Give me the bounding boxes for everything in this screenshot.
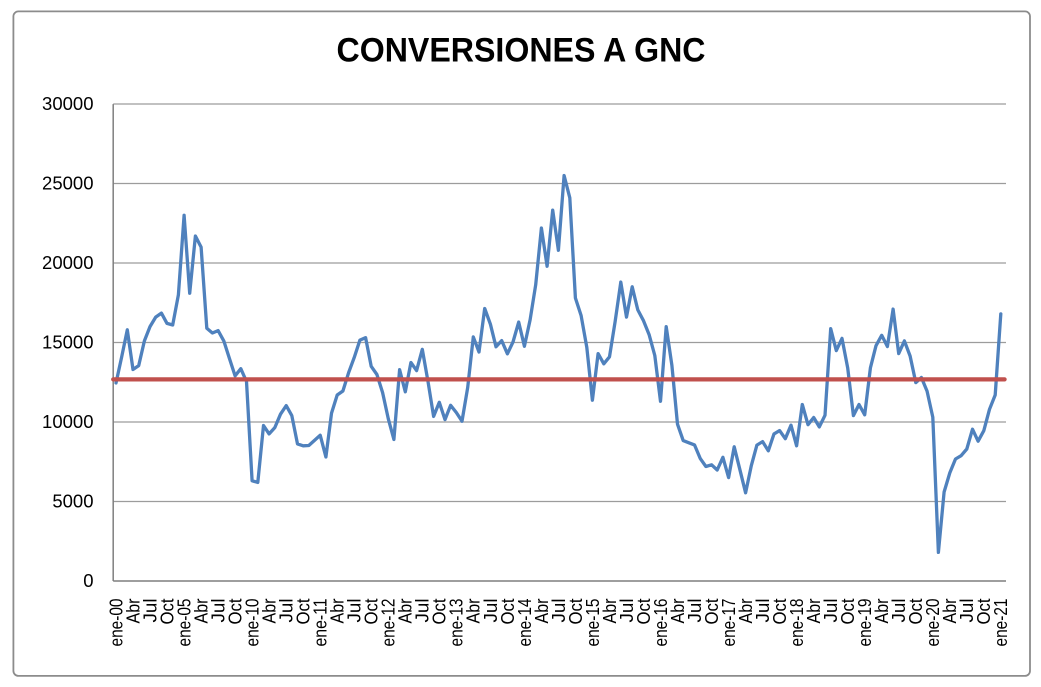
svg-text:20000: 20000 (42, 252, 93, 273)
svg-text:10000: 10000 (42, 411, 93, 432)
svg-text:ene-11: ene-11 (310, 599, 331, 647)
svg-text:CONVERSIONES A GNC: CONVERSIONES A GNC (337, 31, 706, 69)
svg-text:Jul: Jul (820, 599, 841, 623)
svg-text:ene-15: ene-15 (582, 599, 603, 647)
svg-text:Abr: Abr (395, 599, 416, 624)
svg-text:ene-20: ene-20 (922, 599, 943, 647)
svg-text:Jul: Jul (684, 599, 705, 623)
svg-text:Abr: Abr (327, 599, 348, 624)
svg-text:ene-10: ene-10 (242, 599, 263, 647)
svg-text:15000: 15000 (42, 332, 93, 353)
svg-text:Oct: Oct (565, 599, 586, 625)
svg-text:Jul: Jul (344, 599, 365, 623)
svg-text:Oct: Oct (701, 599, 722, 625)
svg-text:Jul: Jul (956, 599, 977, 623)
svg-text:Jul: Jul (752, 599, 773, 623)
svg-text:Abr: Abr (735, 599, 756, 624)
svg-text:Abr: Abr (599, 599, 620, 624)
svg-text:Abr: Abr (871, 599, 892, 624)
svg-text:Abr: Abr (122, 599, 143, 624)
svg-text:Jul: Jul (208, 599, 229, 623)
svg-text:Jul: Jul (276, 599, 297, 623)
svg-text:Oct: Oct (225, 599, 246, 625)
svg-text:Jul: Jul (480, 599, 501, 623)
svg-text:Abr: Abr (803, 599, 824, 624)
svg-text:Jul: Jul (888, 599, 909, 623)
svg-text:ene-14: ene-14 (514, 599, 535, 647)
svg-text:Abr: Abr (259, 599, 280, 624)
svg-text:Oct: Oct (973, 599, 994, 625)
svg-text:Jul: Jul (412, 599, 433, 623)
svg-text:0: 0 (83, 570, 93, 591)
svg-text:Oct: Oct (497, 599, 518, 625)
svg-text:25000: 25000 (42, 173, 93, 194)
svg-text:5000: 5000 (52, 491, 93, 512)
svg-text:Abr: Abr (667, 599, 688, 624)
svg-text:Oct: Oct (156, 599, 177, 625)
svg-text:Oct: Oct (905, 599, 926, 625)
svg-text:Jul: Jul (548, 599, 569, 623)
svg-text:Oct: Oct (837, 599, 858, 625)
svg-text:ene-18: ene-18 (786, 599, 807, 647)
svg-text:ene-16: ene-16 (650, 599, 671, 647)
svg-text:ene-17: ene-17 (718, 599, 739, 647)
svg-text:Abr: Abr (463, 599, 484, 624)
svg-text:Jul: Jul (139, 599, 160, 623)
svg-text:Oct: Oct (293, 599, 314, 625)
svg-text:Abr: Abr (191, 599, 212, 624)
svg-text:Oct: Oct (769, 599, 790, 625)
svg-text:Oct: Oct (633, 599, 654, 625)
svg-text:Abr: Abr (939, 599, 960, 624)
svg-text:ene-19: ene-19 (854, 599, 875, 647)
svg-text:Abr: Abr (531, 599, 552, 624)
svg-text:ene-00: ene-00 (105, 599, 126, 647)
svg-text:Jul: Jul (616, 599, 637, 623)
svg-text:30000: 30000 (42, 93, 93, 114)
svg-text:ene-05: ene-05 (174, 599, 195, 647)
svg-text:Oct: Oct (361, 599, 382, 625)
svg-text:ene-21: ene-21 (990, 599, 1011, 647)
svg-text:ene-13: ene-13 (446, 599, 467, 647)
svg-text:ene-12: ene-12 (378, 599, 399, 647)
svg-text:Oct: Oct (429, 599, 450, 625)
